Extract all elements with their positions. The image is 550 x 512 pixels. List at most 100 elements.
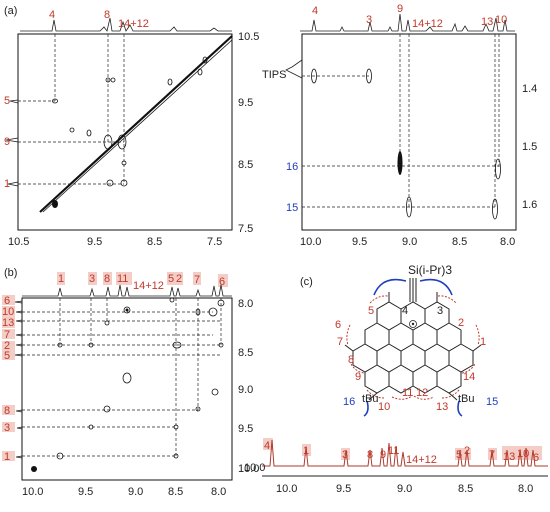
panel-b-peak-highlight (57, 272, 65, 285)
panel-a-left-top-peak-label: 14+12 (118, 18, 149, 30)
panel-a-right-x-tick: 8.5 (452, 236, 467, 248)
molecule-position-label: 10 (378, 401, 390, 413)
panel-b-x-tick: 8.0 (211, 486, 226, 498)
spectrum-y-tick: 10.0 (244, 462, 265, 474)
panel-b-side-peak-label: 5 (4, 350, 10, 362)
spectrum-x-tick: 8.5 (458, 483, 473, 495)
molecule-position-label: 12 (416, 387, 428, 399)
spectrum-peak-label: 8 (367, 449, 373, 461)
panel-b-y-tick: 9.5 (238, 423, 253, 435)
panel-b-x-tick: 9.0 (128, 486, 143, 498)
panel-a-right-y-tick: 1.6 (522, 199, 537, 211)
panel-a-right-top-peak-label: 4 (312, 5, 318, 17)
panel-b-peak-highlight (88, 272, 97, 285)
molecule-position-label: 11 (402, 387, 413, 399)
panel-b-y-tick: 10.0 (238, 463, 259, 475)
panel-b-peak-highlight (2, 451, 15, 461)
molecule-position-label: 13 (436, 401, 448, 413)
tbu-label: tBu (362, 393, 379, 405)
molecule-position-label: 14 (463, 371, 475, 383)
panel-b-peak-highlight (2, 405, 15, 415)
spectrum-peak-label: 7 (489, 449, 495, 461)
panel-b-side-spectrum (14, 298, 23, 480)
spectrum-peak-label: 9 (380, 449, 386, 461)
panel-a-right-x-tick: 9.5 (352, 236, 367, 248)
panel-b-side-peak-label: 1 (4, 451, 10, 463)
panel-b-side-peak-label: 8 (4, 405, 10, 417)
panel-b-top-peak-label: 5 (168, 273, 174, 285)
panel-b-peak-highlight (103, 272, 112, 285)
spectrum-peak-label: 10 (517, 448, 529, 460)
panel-b-peak-highlight (167, 272, 183, 285)
radical-marker (409, 320, 417, 328)
panel-b-side-peak-label: 7 (4, 329, 10, 341)
molecule-position-label: 3 (437, 305, 443, 317)
panel-b-top-peak-label: 14+12 (133, 280, 164, 292)
panel-a-right-side-peak-label: TIPS (262, 69, 286, 81)
panel-a-left-x-tick: 7.5 (207, 236, 222, 248)
panel-a-left-y-tick: 7.5 (238, 223, 253, 235)
panel-b-top-peak-label: 8 (104, 273, 110, 285)
panel-a-left-y-tick: 9.5 (238, 97, 253, 109)
panel-b-y-tick: 9.0 (238, 384, 253, 396)
panel-b-side-peak-label: 13 (2, 317, 14, 329)
panel-c-label: (c) (300, 276, 313, 288)
molecule-position-label: 9 (355, 371, 361, 383)
spectrum-peak-label: 2 (464, 445, 470, 457)
molecule-position-label: 2 (458, 317, 464, 329)
spectrum-x-tick: 10.0 (276, 483, 297, 495)
panel-b-x-tick: 10.0 (22, 486, 43, 498)
panel-b-peak-highlight (116, 272, 132, 285)
radical-marker (411, 322, 415, 326)
panel-a-right-x-tick: 8.0 (500, 236, 515, 248)
panel-a-right-side-peak-label: 15 (286, 202, 298, 214)
panel-b-peak-highlight (218, 274, 228, 287)
panel-b: (b) 1 3 8 11 14+12 5 2 7 6 (2, 267, 259, 498)
spectrum-peak-highlight (263, 438, 273, 450)
panel-b-top-peak-label: 7 (194, 274, 200, 286)
panel-a-left-x-tick: 10.5 (8, 236, 29, 248)
spectrum-1d-trace (262, 439, 548, 467)
panel-b-top-peak-label: 6 (219, 276, 225, 288)
panel-a-right: 4 3 9 14+12 13 10 TIPS 16 15 10.0 9.5 9.… (262, 3, 537, 248)
panel-b-side-peak-label: 6 (4, 295, 10, 307)
panel-a-left-frame (17, 33, 233, 231)
panel-a-left-x-tick: 8.5 (147, 236, 162, 248)
panel-b-label: (b) (4, 267, 17, 279)
molecule-skeleton (344, 292, 482, 401)
spectrum-peak-label: 14+12 (406, 454, 437, 466)
noe-arrows-red (346, 295, 480, 400)
spectrum-peak-label: 13 (503, 451, 515, 463)
panel-a-right-x-tick: 9.0 (402, 236, 417, 248)
panel-a-left-side-peak-label: 1 (4, 178, 10, 190)
panel-b-top-peak-label: 2 (176, 273, 182, 285)
panel-b-peak-highlight (2, 341, 15, 360)
panel-a-left-diagonal (42, 39, 233, 213)
molecule-position-label: 8 (348, 354, 354, 366)
panel-a-left-side-peak-label: 5 (4, 95, 10, 107)
panel-b-top-peak-label: 1 (58, 273, 64, 285)
molecule-position-label: 5 (368, 305, 374, 317)
noe-arrows-blue (363, 278, 463, 417)
spectrum-peak-label: 4 (264, 440, 270, 452)
spectrum-x-tick: 9.5 (336, 483, 351, 495)
panel-a-right-y-tick: 1.5 (522, 141, 537, 153)
panel-b-side-peak-label: 10 (2, 306, 14, 318)
panel-a-left-x-tick: 9.5 (87, 236, 102, 248)
panel-a-label: (a) (4, 5, 17, 17)
panel-a-right-side-peak-label: 16 (286, 161, 298, 173)
molecule-position-label: 7 (337, 336, 343, 348)
spectrum-peak-label: 11 (388, 445, 399, 457)
panel-a-left-y-tick: 8.5 (238, 159, 253, 171)
panel-b-x-tick: 9.5 (78, 486, 93, 498)
panel-a-right-top-peak-label: 9 (397, 3, 403, 15)
spectrum-peak-label: 1 (303, 445, 309, 457)
panel-a-left-side-peak-label: 9 (4, 136, 10, 148)
molecule-position-label: 4 (402, 305, 408, 317)
panel-a-right-y-tick: 1.4 (522, 83, 537, 95)
panel-a-right-top-peak-label: 3 (366, 14, 372, 26)
panel-b-y-tick: 8.5 (238, 347, 253, 359)
panel-a-right-top-peak-label: 10 (495, 14, 507, 26)
panel-b-top-peak-label: 11 (117, 273, 128, 285)
